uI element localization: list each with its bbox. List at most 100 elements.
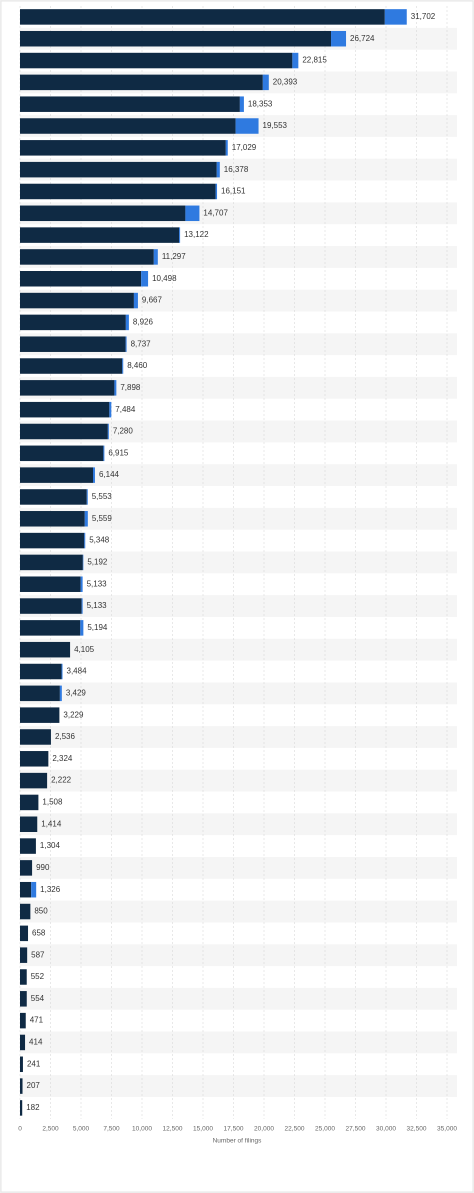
bar-segment — [331, 30, 347, 47]
value-label: 7,280 — [113, 427, 134, 436]
row-stripe — [20, 1075, 457, 1097]
bar-segment — [20, 707, 60, 723]
bar-segment — [20, 489, 87, 505]
bar-segment — [141, 271, 149, 287]
value-label: 207 — [27, 1081, 41, 1090]
value-label: 3,229 — [63, 710, 84, 719]
bar-segment — [20, 401, 110, 418]
value-label: 990 — [36, 863, 50, 872]
bar-segment — [20, 598, 82, 614]
bar-segment — [20, 772, 48, 789]
value-label: 182 — [26, 1103, 40, 1112]
bar-segment — [20, 1056, 23, 1073]
bar-segment — [20, 74, 263, 91]
bar-segment — [20, 292, 134, 309]
bar-segment — [20, 729, 51, 745]
bar-segment — [292, 52, 299, 69]
value-label: 26,724 — [350, 34, 375, 43]
bar-segment — [153, 249, 158, 265]
bar-segment — [20, 554, 83, 571]
x-tick-label: 35,000 — [437, 1126, 457, 1133]
row-stripe — [20, 595, 457, 617]
bar-segment — [20, 685, 60, 702]
value-label: 2,536 — [55, 732, 76, 741]
bar-segment — [20, 380, 115, 396]
row-stripe — [20, 333, 457, 356]
bar-segment — [185, 205, 200, 222]
value-label: 587 — [31, 950, 45, 959]
row-stripe — [20, 1031, 457, 1054]
bar-segment — [20, 816, 38, 832]
value-label: 10,498 — [152, 274, 177, 283]
value-label: 241 — [27, 1059, 41, 1068]
row-stripe — [20, 464, 457, 487]
bar-segment — [86, 489, 88, 505]
bar-segment — [107, 423, 109, 440]
bar-segment — [20, 751, 49, 767]
value-label: 1,304 — [40, 841, 61, 850]
value-label: 554 — [31, 994, 45, 1003]
bar-segment — [31, 881, 37, 898]
bar-segment — [114, 380, 117, 396]
row-stripe — [20, 944, 457, 967]
bar-segment — [103, 445, 105, 462]
bar-segment — [61, 663, 63, 680]
bar-segment — [239, 96, 244, 112]
bar-segment — [20, 183, 216, 200]
bar-segment — [20, 314, 126, 331]
bar-segment — [20, 52, 293, 69]
bar-segment — [20, 620, 81, 636]
bar-segment — [84, 532, 86, 549]
bar-segment — [20, 1100, 23, 1116]
row-stripe — [20, 551, 457, 574]
row-stripe — [20, 682, 457, 705]
value-label: 9,667 — [142, 296, 163, 305]
value-label: 3,484 — [67, 667, 88, 676]
x-tick-label: 30,000 — [376, 1126, 396, 1133]
x-tick-label: 0 — [18, 1126, 22, 1133]
bar-segment — [20, 903, 31, 920]
bar-segment — [20, 1034, 26, 1051]
x-tick-label: 15,000 — [193, 1126, 213, 1133]
bar-segment — [20, 445, 104, 462]
bar-segment — [179, 227, 181, 243]
bar-segment — [20, 1012, 26, 1029]
bar-segment — [235, 118, 259, 134]
value-label: 22,815 — [302, 56, 327, 65]
value-label: 658 — [32, 928, 46, 937]
row-stripe — [20, 507, 457, 530]
x-tick-label: 32,500 — [407, 1126, 427, 1133]
bar-segment — [20, 641, 71, 658]
value-label: 5,348 — [89, 536, 110, 545]
bar-segment — [20, 925, 29, 942]
bar-segment — [20, 1078, 23, 1094]
bars — [20, 9, 407, 1116]
value-label: 5,559 — [92, 514, 113, 523]
bar-segment — [133, 292, 138, 309]
value-label: 13,122 — [184, 230, 209, 239]
x-tick-label: 25,000 — [315, 1126, 335, 1133]
bar-segment — [384, 9, 407, 25]
value-label: 1,326 — [40, 885, 61, 894]
bar-segment — [20, 118, 236, 134]
bar-segment — [20, 423, 108, 440]
row-stripe — [20, 638, 457, 661]
bar-segment — [20, 860, 33, 876]
bar-segment — [125, 314, 129, 331]
value-label: 8,737 — [131, 339, 152, 348]
bar-segment — [59, 685, 62, 702]
x-axis-title: Number of filings — [213, 1138, 263, 1145]
bar-segment — [84, 511, 88, 527]
value-label: 31,702 — [411, 12, 436, 21]
value-label: 4,105 — [74, 645, 95, 654]
bar-segment — [20, 969, 27, 985]
row-stripe — [20, 726, 457, 748]
value-label: 2,222 — [51, 776, 72, 785]
value-label: 850 — [34, 907, 48, 916]
bar-segment — [122, 358, 124, 374]
bar-segment — [20, 881, 32, 898]
bar-segment — [20, 838, 36, 854]
bar-segment — [20, 663, 62, 680]
bar-segment — [20, 227, 180, 243]
